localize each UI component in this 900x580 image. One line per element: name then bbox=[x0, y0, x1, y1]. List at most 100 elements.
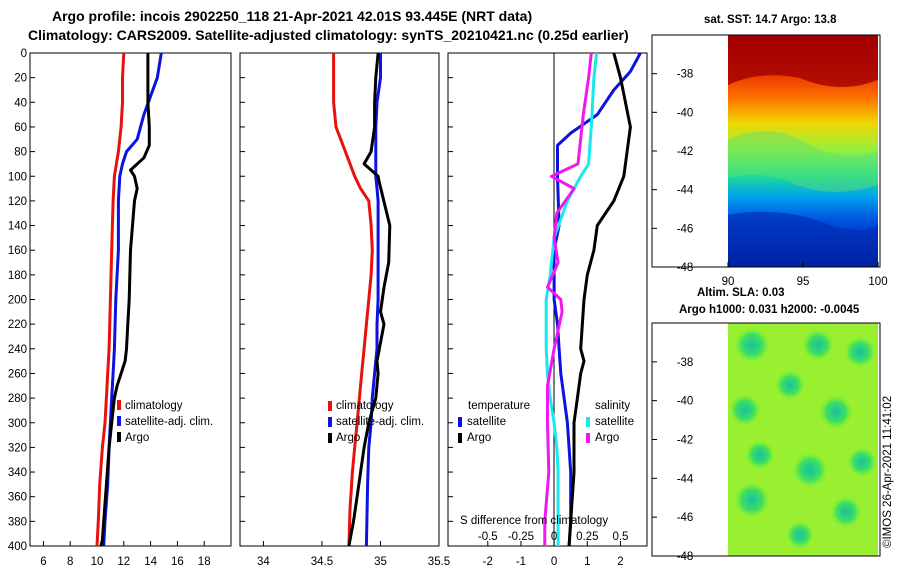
series-temperature-argo bbox=[567, 52, 632, 547]
sla-map bbox=[728, 323, 878, 556]
diff-temp-tick-label: 2 bbox=[617, 556, 623, 568]
legend-sal-argo: Argo bbox=[595, 432, 619, 444]
depth-tick-label: 40 bbox=[14, 97, 27, 109]
temp-tick-label: 6 bbox=[40, 556, 46, 568]
legend-swatch-sal-argo bbox=[586, 433, 590, 443]
temp-tick-label: 14 bbox=[144, 556, 157, 568]
sst-lat-label: -40 bbox=[677, 107, 694, 119]
series-satellite bbox=[102, 52, 163, 547]
depth-tick-label: 140 bbox=[8, 221, 27, 233]
header-line1: Argo profile: incois 2902250_118 21-Apr-… bbox=[52, 8, 532, 24]
sla-eddy bbox=[830, 496, 862, 528]
legend-swatch-satellite-2 bbox=[328, 417, 332, 427]
sla-eddy bbox=[802, 329, 834, 361]
sla-lat-label: -44 bbox=[677, 473, 694, 485]
sst-lon-label: 90 bbox=[722, 276, 735, 288]
temp-tick-label: 18 bbox=[198, 556, 211, 568]
profile-lines bbox=[95, 52, 642, 547]
sla-eddy bbox=[729, 394, 761, 426]
depth-tick-label: 360 bbox=[8, 492, 27, 504]
sst-lat-label: -48 bbox=[677, 262, 694, 274]
sst-lon-label: 100 bbox=[868, 276, 887, 288]
sst-map bbox=[728, 35, 878, 267]
diff-sal-tick-label: -0.25 bbox=[508, 531, 534, 543]
depth-tick-label: 400 bbox=[8, 541, 27, 553]
series-climatology bbox=[332, 53, 374, 547]
depth-tick-label: 120 bbox=[8, 196, 27, 208]
legend-argo: Argo bbox=[125, 432, 149, 444]
sla-eddy bbox=[734, 482, 770, 518]
sst-map-axis: -38 -40 -42 -44 -46 -48 90 95 100 bbox=[652, 69, 888, 288]
depth-tick-label: 20 bbox=[14, 73, 27, 85]
legend-swatch-temp-satellite bbox=[458, 417, 462, 427]
series-salinity-satellite bbox=[544, 52, 599, 546]
depth-tick-label: 220 bbox=[8, 319, 27, 331]
legend-argo-2: Argo bbox=[336, 432, 360, 444]
depth-tick-label: 60 bbox=[14, 122, 27, 134]
sla-lat-label: -46 bbox=[677, 512, 694, 524]
legend-salinity-panel: climatology satellite-adj. clim. Argo bbox=[328, 400, 424, 444]
sal-tick-label: 35 bbox=[374, 556, 387, 568]
diff-temp-tick-label: -2 bbox=[483, 556, 493, 568]
depth-tick-label: 200 bbox=[8, 295, 27, 307]
sal-tick-label: 34.5 bbox=[311, 556, 333, 568]
sst-lat-label: -38 bbox=[677, 69, 694, 81]
sla-eddy bbox=[745, 440, 775, 470]
header-line2: Climatology: CARS2009. Satellite-adjuste… bbox=[28, 27, 629, 43]
depth-tick-label: 80 bbox=[14, 147, 27, 159]
legend-swatch-sal-satellite bbox=[586, 417, 590, 427]
depth-tick-label: 340 bbox=[8, 467, 27, 479]
depth-axis: 0 20 40 60 80 100 120 140 160 180 200 220 240 260 280 3… bbox=[8, 48, 453, 553]
sla-eddy bbox=[792, 452, 828, 488]
sst-lon-label: 95 bbox=[797, 276, 810, 288]
sla-eddy bbox=[819, 395, 853, 429]
sst-map-title: sat. SST: 14.7 Argo: 13.8 bbox=[704, 14, 837, 26]
diff-temp-tick-label: 1 bbox=[584, 556, 590, 568]
series-argo bbox=[99, 53, 151, 547]
legend-climatology-2: climatology bbox=[336, 400, 394, 412]
depth-tick-label: 280 bbox=[8, 393, 27, 405]
legend-sal-satellite: satellite bbox=[595, 416, 634, 428]
series-argo bbox=[347, 52, 392, 547]
legend-difference: temperature satellite Argo salinity sate… bbox=[458, 400, 634, 527]
depth-tick-label: 0 bbox=[21, 48, 27, 60]
legend-temperature-title: temperature bbox=[468, 400, 530, 412]
sst-lat-label: -44 bbox=[677, 185, 694, 197]
sal-tick-label: 34 bbox=[257, 556, 270, 568]
salinity-panel bbox=[239, 52, 440, 547]
legend-temp-argo: Argo bbox=[467, 432, 491, 444]
x-axes: 6 8 10 12 14 16 18 34 34.5 35 35.5 -2 -1 0 1 2-0.5 -0.25… bbox=[40, 531, 628, 568]
depth-tick-label: 100 bbox=[8, 171, 27, 183]
series-temperature-satellite bbox=[552, 52, 642, 547]
legend-swatch-climatology bbox=[117, 400, 121, 410]
depth-tick-label: 240 bbox=[8, 344, 27, 356]
diff-temp-tick-label: -1 bbox=[516, 556, 526, 568]
series-climatology bbox=[95, 52, 126, 547]
sla-map-axis: -38 -40 -42 -44 -46 -48 bbox=[652, 357, 694, 563]
sla-eddy bbox=[847, 447, 877, 477]
legend-swatch-satellite bbox=[117, 416, 121, 426]
sla-title2: Argo h1000: 0.031 h2000: -0.0045 bbox=[679, 304, 860, 316]
legend-salinity-title: salinity bbox=[595, 400, 630, 412]
sla-eddy bbox=[775, 370, 805, 400]
sla-lat-label: -38 bbox=[677, 357, 694, 369]
copyright-stamp: ©IMOS 26-Apr-2021 11:41:02 bbox=[882, 396, 894, 548]
sla-eddy bbox=[734, 327, 770, 363]
depth-tick-label: 380 bbox=[8, 516, 27, 528]
temp-tick-label: 8 bbox=[67, 556, 73, 568]
diff-label: S difference from climatology bbox=[460, 515, 608, 527]
legend-satellite-2: satellite-adj. clim. bbox=[336, 416, 424, 428]
legend-climatology: climatology bbox=[125, 400, 183, 412]
legend-temperature: climatology satellite-adj. clim. Argo bbox=[117, 400, 213, 444]
sla-lat-label: -42 bbox=[677, 435, 694, 447]
depth-tick-label: 320 bbox=[8, 442, 27, 454]
sst-mid-region bbox=[728, 131, 878, 192]
depth-tick-label: 300 bbox=[8, 418, 27, 430]
depth-tick-label: 180 bbox=[8, 270, 27, 282]
temp-tick-label: 10 bbox=[91, 556, 104, 568]
series-salinity-argo bbox=[543, 52, 593, 546]
diff-temp-tick-label: 0 bbox=[551, 556, 557, 568]
sla-lat-label: -48 bbox=[677, 551, 694, 563]
sst-lat-label: -42 bbox=[677, 146, 694, 158]
